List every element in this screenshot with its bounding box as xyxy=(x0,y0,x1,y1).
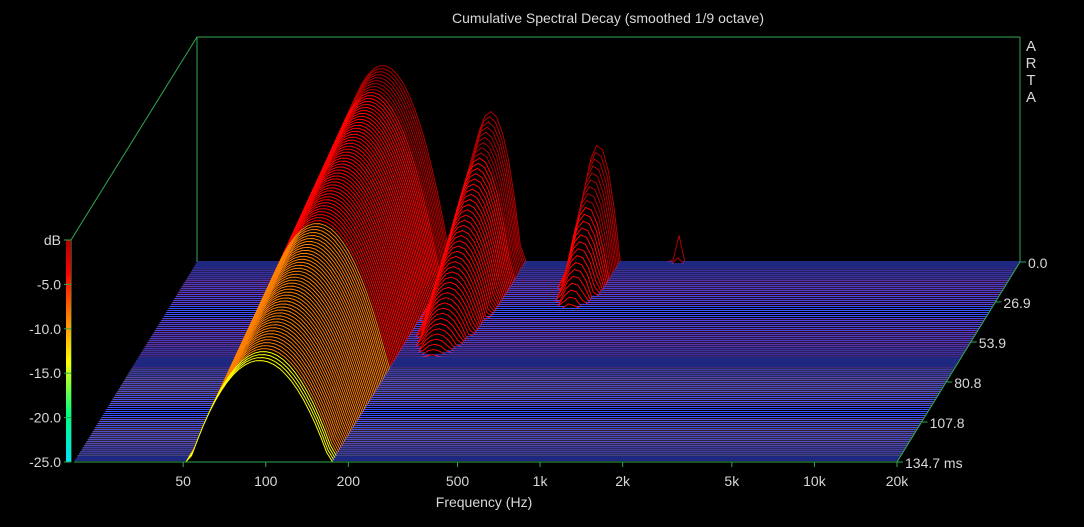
right-depth-edge xyxy=(896,261,1021,463)
y-tick-label: -20.0 xyxy=(29,410,61,426)
x-tick-label: 5k xyxy=(724,473,740,489)
y-tick-label: -5.0 xyxy=(37,276,61,292)
y-axis-ticks: dB -5.0 -10.0 -15.0 -20.0 -25.0 xyxy=(29,232,71,470)
chart-title: Cumulative Spectral Decay (smoothed 1/9 … xyxy=(452,10,764,26)
brand-watermark: A R T A xyxy=(1026,38,1037,106)
x-tick-label: 500 xyxy=(446,473,470,489)
x-tick-label: 20k xyxy=(886,473,910,489)
time-tick-label: 53.9 xyxy=(979,335,1006,351)
color-scale-bar xyxy=(66,240,71,462)
x-tick-label: 1k xyxy=(533,473,549,489)
y-tick-label: -15.0 xyxy=(29,365,61,381)
decay-slice-fill xyxy=(74,360,897,462)
time-tick-label: 134.7 ms xyxy=(905,455,963,471)
brand-letter-a1: A xyxy=(1026,38,1036,55)
x-axis-ticks: 50 100 200 500 1k 2k 5k 10k 20k xyxy=(175,462,909,489)
x-tick-label: 200 xyxy=(337,473,361,489)
decay-slices xyxy=(74,65,1020,463)
x-tick-label: 50 xyxy=(175,473,191,489)
time-tick-label: 107.8 xyxy=(930,415,965,431)
x-axis-label: Frequency (Hz) xyxy=(436,494,532,510)
x-tick-label: 10k xyxy=(803,473,827,489)
brand-letter-a2: A xyxy=(1026,89,1036,106)
x-tick-label: 2k xyxy=(615,473,631,489)
time-tick-label: 0.0 xyxy=(1028,255,1048,271)
side-top-edge xyxy=(70,36,198,241)
time-axis-ticks: 0.0 26.9 53.9 80.8 107.8 134.7 ms xyxy=(897,255,1048,471)
brand-letter-r: R xyxy=(1026,55,1037,72)
y-tick-label: -25.0 xyxy=(29,454,61,470)
brand-letter-t: T xyxy=(1026,72,1035,89)
y-tick-label: dB xyxy=(44,232,61,248)
back-frame xyxy=(70,36,1021,262)
x-tick-label: 100 xyxy=(254,473,278,489)
y-tick-label: -10.0 xyxy=(29,321,61,337)
time-tick-label: 80.8 xyxy=(954,375,981,391)
time-tick-label: 26.9 xyxy=(1003,295,1030,311)
